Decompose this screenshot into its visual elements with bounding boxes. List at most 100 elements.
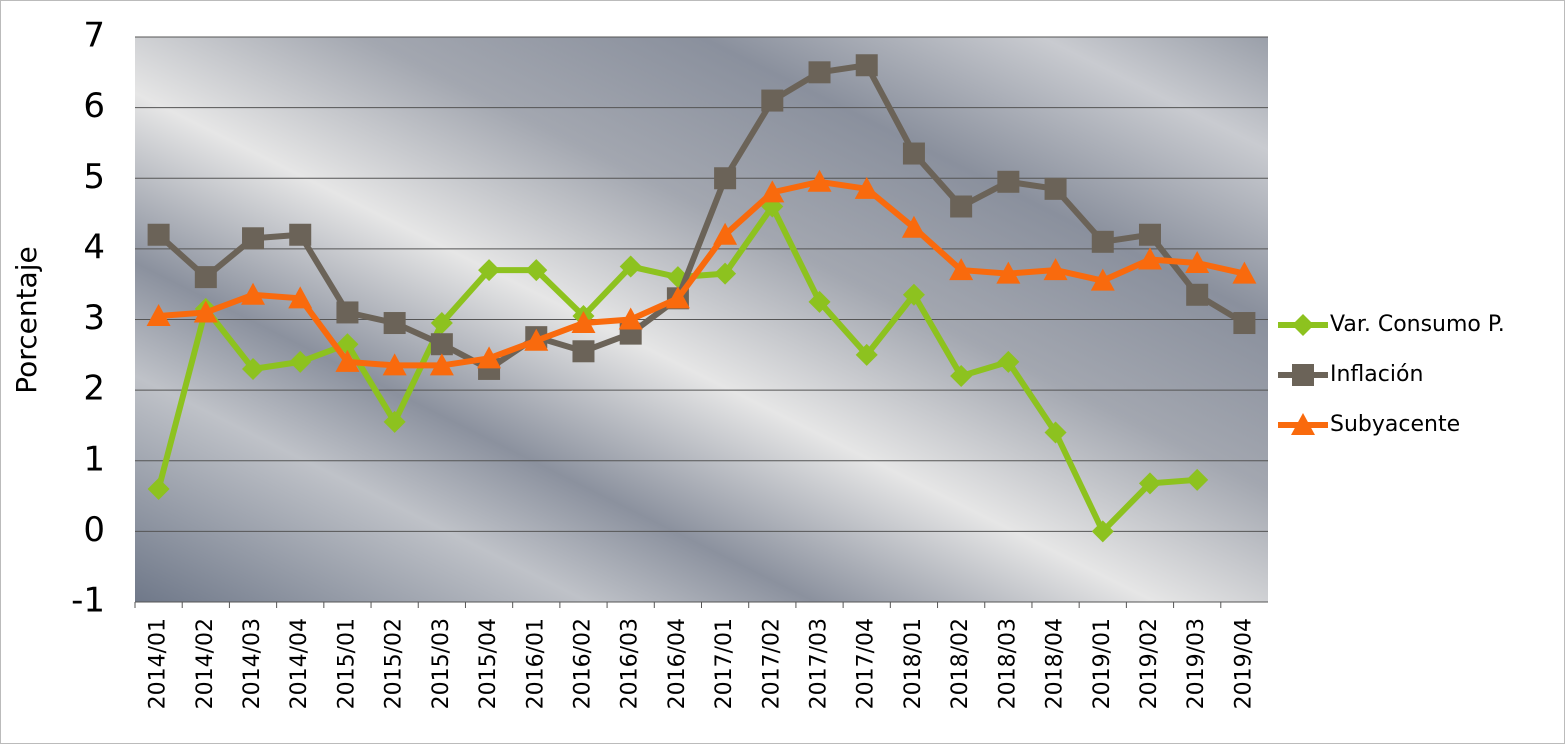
x-tick-label: 2016/02 (570, 618, 595, 709)
y-tick-label: 0 (83, 510, 105, 550)
point-marker (713, 222, 738, 245)
point-marker (1186, 468, 1209, 491)
point-marker (477, 346, 502, 369)
point-marker (1232, 261, 1257, 284)
point-marker (949, 258, 974, 281)
point-marker (854, 176, 879, 199)
point-marker (997, 350, 1020, 373)
point-marker (571, 311, 596, 334)
point-marker (807, 169, 832, 192)
point-marker (760, 180, 785, 203)
y-axis-label: Porcentaje (10, 246, 43, 393)
point-marker (242, 227, 265, 250)
point-marker (1185, 251, 1210, 273)
point-marker (1044, 177, 1067, 200)
point-marker (1043, 258, 1068, 281)
x-tick-label: 2019/03 (1184, 618, 1209, 709)
x-tick-label: 2019/04 (1231, 618, 1256, 709)
point-marker (430, 312, 453, 335)
point-marker (241, 282, 266, 305)
x-tick-label: 2019/01 (1090, 618, 1115, 709)
y-tick-label: 7 (83, 16, 105, 56)
point-marker (808, 61, 831, 84)
point-marker (714, 167, 737, 190)
y-tick-label: 2 (83, 369, 105, 409)
point-marker (997, 170, 1020, 193)
legend-marker (1291, 413, 1315, 435)
legend-marker (1292, 364, 1314, 386)
point-marker (902, 142, 925, 165)
x-tick-label: 2017/02 (759, 618, 784, 709)
y-tick-label: 1 (83, 439, 105, 479)
point-marker (1138, 223, 1161, 246)
y-tick-label: 4 (83, 227, 105, 267)
point-marker (808, 290, 831, 313)
point-marker (619, 255, 642, 278)
legend-label: Var. Consumo P. (1330, 312, 1505, 337)
point-marker (242, 357, 265, 380)
x-tick-label: 2019/02 (1137, 618, 1162, 709)
point-marker (1091, 520, 1114, 543)
point-marker (525, 259, 548, 282)
point-marker (901, 215, 926, 238)
x-tick-label: 2018/02 (948, 618, 973, 709)
point-marker (382, 353, 407, 376)
x-tick-label: 2018/01 (901, 618, 926, 709)
point-marker (478, 259, 501, 282)
point-marker (336, 301, 359, 324)
point-marker (1044, 421, 1067, 444)
point-marker (147, 478, 170, 500)
x-tick-label: 2017/01 (712, 618, 737, 709)
point-marker (194, 266, 217, 289)
x-tick-label: 2018/03 (995, 618, 1020, 709)
point-marker (1186, 283, 1209, 306)
point-marker (950, 365, 973, 387)
legend-label: Inflación (1330, 362, 1423, 387)
legend-label: Subyacente (1330, 412, 1460, 437)
x-tick-label: 2015/04 (476, 618, 501, 709)
point-marker (761, 89, 784, 112)
x-tick-label: 2016/01 (523, 618, 548, 709)
point-marker (665, 286, 690, 309)
point-marker (383, 410, 406, 433)
y-tick-label: -1 (71, 581, 105, 621)
point-marker (855, 54, 878, 77)
x-tick-label: 2014/01 (146, 618, 171, 709)
point-marker (572, 340, 595, 363)
x-tick-label: 2016/03 (618, 618, 643, 709)
point-marker (1138, 472, 1161, 495)
x-tick-label: 2016/04 (665, 618, 690, 709)
x-tick-label: 2014/02 (193, 618, 218, 709)
legend-marker (1292, 314, 1314, 336)
point-marker (1090, 268, 1115, 291)
y-tick-label: 5 (83, 157, 105, 197)
point-marker (618, 307, 643, 330)
x-tick-label: 2014/03 (240, 618, 265, 709)
point-marker (289, 350, 312, 373)
x-tick-label: 2015/01 (334, 618, 359, 709)
point-marker (524, 328, 549, 351)
point-marker (146, 303, 171, 326)
point-marker (147, 223, 170, 246)
point-marker (1137, 247, 1162, 270)
series-line (158, 178, 1246, 369)
x-tick-label: 2017/04 (854, 618, 879, 709)
point-marker (714, 262, 737, 285)
point-marker (193, 300, 218, 323)
point-marker (335, 349, 360, 372)
point-marker (429, 353, 454, 376)
point-marker (902, 283, 925, 306)
x-tick-label: 2018/04 (1043, 618, 1068, 709)
x-tick-label: 2015/03 (429, 618, 454, 709)
y-tick-label: 6 (83, 86, 105, 126)
point-marker (1091, 230, 1114, 253)
y-tick-label: 3 (83, 298, 105, 338)
point-marker (855, 343, 878, 366)
x-tick-label: 2017/03 (807, 618, 832, 709)
point-marker (1233, 312, 1256, 335)
point-marker (289, 223, 312, 246)
point-marker (288, 286, 313, 309)
point-marker (430, 333, 453, 356)
point-marker (383, 312, 406, 335)
